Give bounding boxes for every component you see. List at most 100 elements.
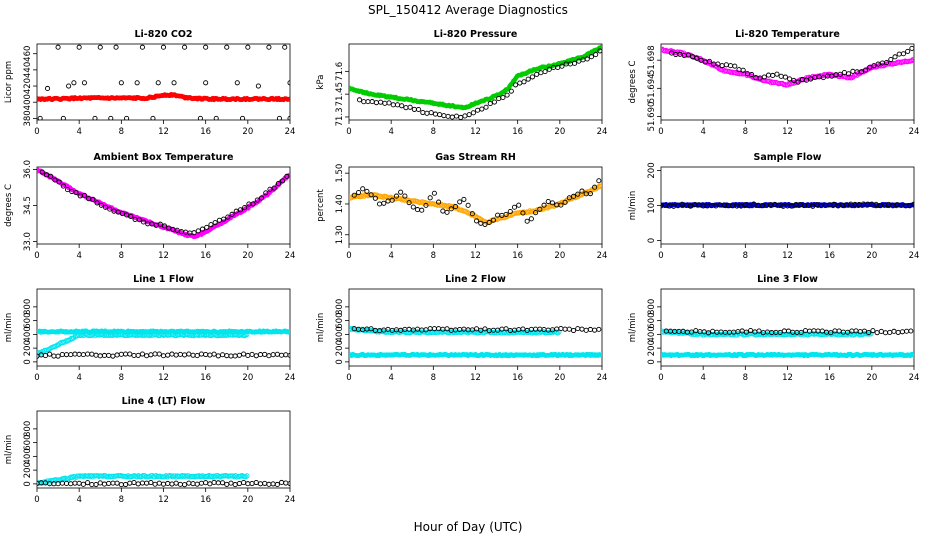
data-point: [908, 58, 914, 64]
data-point: [93, 482, 99, 488]
x-tick-label: 24: [285, 251, 296, 261]
data-point: [597, 48, 602, 54]
data-point: [276, 115, 283, 120]
data-point: [668, 50, 675, 56]
y-tick-label: 71.45: [335, 82, 345, 106]
data-point: [507, 208, 513, 215]
data-point: [198, 351, 204, 357]
data-point: [72, 480, 78, 486]
y-tick-label: 400: [23, 94, 33, 110]
x-tick-label: 8: [119, 127, 124, 137]
panel-title: Li-820 Pressure: [434, 29, 518, 40]
data-point: [453, 113, 460, 119]
data-point: [144, 353, 150, 359]
data-point: [128, 213, 134, 219]
data-point: [399, 103, 405, 109]
data-point: [219, 480, 226, 486]
data-point: [440, 208, 446, 214]
panel-line-4-lt-flow: Line 4 (LT) Flow 0 4 8 12 16 20 24 0 200400600800…: [4, 396, 295, 505]
data-point: [431, 190, 437, 196]
x-tick-label: 8: [119, 251, 124, 261]
data-point: [529, 74, 535, 80]
data-point: [254, 197, 260, 203]
x-tick-label: 4: [388, 127, 393, 137]
data-point: [287, 115, 290, 120]
x-tick-label: 12: [470, 127, 481, 137]
data-point: [270, 352, 276, 358]
data-point: [896, 51, 902, 57]
y-tick-label: 200: [23, 340, 33, 356]
data-point: [538, 70, 544, 76]
data-point: [203, 352, 209, 358]
data-point: [356, 97, 363, 103]
data-point: [381, 200, 387, 206]
y-tick-label: 33.0: [23, 232, 33, 251]
data-point: [68, 481, 74, 487]
data-point: [60, 183, 66, 189]
x-tick-label: 4: [76, 127, 81, 137]
x-tick-label: 4: [700, 127, 705, 137]
y-tick-label: 600: [335, 313, 345, 329]
data-point: [249, 480, 255, 487]
data-point: [80, 352, 86, 358]
data-point: [466, 112, 472, 118]
data-point: [407, 104, 413, 110]
data-point: [464, 209, 470, 215]
data-point: [42, 353, 48, 359]
data-point: [390, 102, 396, 108]
data-point: [402, 193, 408, 199]
data-point: [871, 63, 877, 69]
data-point: [148, 352, 154, 358]
data-point: [241, 351, 247, 357]
data-point: [403, 105, 409, 111]
data-point: [245, 352, 251, 359]
data-point: [542, 69, 548, 75]
data-point: [382, 100, 388, 106]
data-point: [427, 195, 433, 201]
data-point: [587, 191, 593, 197]
data-point: [253, 353, 259, 359]
data-point: [98, 202, 104, 208]
data-point: [479, 106, 485, 112]
data-point: [236, 352, 242, 358]
y-tick-label: 200: [647, 340, 657, 356]
x-tick-label: 20: [866, 251, 877, 261]
y-tick-label: 34.5: [23, 196, 33, 215]
data-point: [579, 188, 585, 194]
y-tick-label: 380: [23, 110, 33, 126]
data-point: [706, 58, 713, 64]
data-marks: [37, 328, 290, 359]
data-point: [482, 221, 488, 227]
x-tick-label: 4: [388, 373, 393, 383]
x-tick-label: 0: [658, 127, 663, 137]
data-point: [165, 352, 171, 358]
data-point: [787, 76, 793, 82]
data-point: [89, 351, 95, 357]
panel-title: Line 1 Flow: [133, 274, 194, 285]
data-point: [587, 326, 593, 333]
x-tick-label: 4: [700, 373, 705, 383]
data-point: [43, 172, 50, 178]
data-point: [410, 204, 416, 210]
data-point: [475, 107, 481, 113]
x-tick-label: 8: [431, 127, 436, 137]
data-point: [266, 481, 272, 487]
data-point: [258, 195, 265, 201]
x-tick-label: 8: [431, 251, 436, 261]
y-axis-label: ml/min: [628, 313, 638, 343]
y-tick-label: 0: [647, 238, 657, 243]
x-tick-label: 12: [158, 127, 169, 137]
data-point: [228, 480, 234, 486]
data-point: [177, 351, 183, 357]
data-point: [377, 201, 383, 207]
data-point: [887, 329, 893, 335]
data-marks: [37, 167, 290, 240]
x-tick-label: 16: [200, 127, 211, 137]
data-point: [249, 351, 255, 358]
x-tick-label: 8: [743, 127, 748, 137]
figure-title: SPL_150412 Average Diagnostics: [368, 3, 568, 17]
data-point: [233, 208, 239, 214]
data-point: [127, 351, 133, 357]
data-point: [895, 329, 901, 335]
